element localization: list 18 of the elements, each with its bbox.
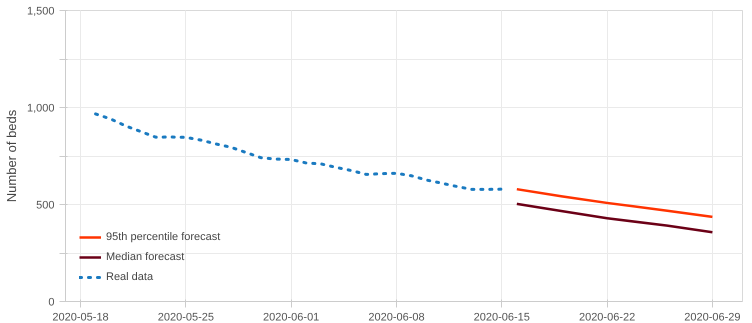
line-series: [516, 188, 714, 218]
y-tick-label: 0: [48, 296, 55, 308]
x-tick-label: 2020-06-15: [474, 312, 530, 323]
line-series: [516, 202, 714, 234]
y-axis-title: Number of beds: [4, 109, 19, 202]
legend-label: Median forecast: [106, 251, 184, 263]
x-tick-label: 2020-06-01: [263, 312, 320, 323]
y-tick-label: 1,500: [26, 6, 55, 18]
y-tick-label: 500: [36, 200, 55, 212]
line-series: [94, 112, 504, 191]
x-tick-label: 2020-05-18: [52, 312, 109, 323]
x-tick-label: 2020-05-25: [158, 312, 214, 323]
x-tick-label: 2020-06-22: [578, 312, 636, 323]
legend-label: 95th percentile forecast: [106, 231, 220, 243]
legend-label: Real data: [106, 271, 154, 283]
x-tick-label: 2020-06-08: [368, 312, 425, 323]
y-tick-label: 1,000: [26, 102, 55, 114]
x-tick-label: 2020-06-29: [684, 312, 741, 323]
